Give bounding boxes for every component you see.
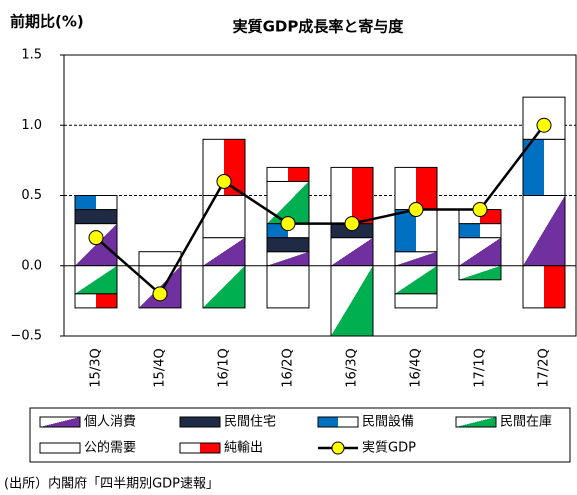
bar-segment [394, 293, 438, 309]
legend-marker [331, 441, 345, 455]
line-point [88, 230, 104, 246]
bar-segment [74, 293, 118, 309]
source: (出所）内閣府「四半期別GDP速報」 [4, 476, 219, 492]
bar-segment [266, 237, 310, 253]
legend-item: 民間在庫 [455, 415, 552, 430]
legend-label: 個人消費 [84, 415, 136, 430]
legend-item: 純輸出 [179, 441, 263, 456]
x-tick-label: 16/2Q [281, 348, 296, 387]
bar-segment [74, 265, 118, 295]
bar-segment [458, 265, 502, 281]
bar-segment [394, 251, 438, 267]
legend-swatch [39, 442, 81, 454]
bar-segment [138, 251, 182, 267]
legend-label: 民間住宅 [224, 415, 276, 430]
legend-label: 純輸出 [224, 441, 263, 456]
line-point [536, 117, 552, 133]
x-tick-label: 15/3Q [89, 348, 104, 387]
bar-segment [522, 265, 566, 309]
bar-segment [330, 166, 374, 225]
line-point [408, 202, 424, 218]
legend-swatch [455, 416, 497, 428]
bar-segment [74, 195, 118, 211]
line-point [280, 216, 296, 232]
legend-item: 民間設備 [317, 414, 414, 430]
bar-segment [202, 237, 246, 267]
bar-segment [458, 237, 502, 267]
y-axis-label: 前期比(%) [10, 13, 84, 31]
bar-segment [202, 265, 246, 309]
bar-segment [266, 251, 310, 267]
line-point [152, 286, 168, 302]
line [95, 124, 545, 296]
legend-label: 民間在庫 [500, 415, 552, 430]
legend-swatch [179, 442, 221, 454]
x-tick-label: 16/1Q [217, 348, 232, 387]
line-point [216, 173, 232, 189]
x-tick-label: 17/1Q [473, 348, 488, 387]
bar-segment [266, 166, 310, 182]
bar-segment [522, 138, 566, 197]
legend-label: 公的需要 [84, 440, 136, 456]
bar-segment [266, 265, 310, 309]
y-tick-label: 0.0 [21, 258, 42, 273]
x-tick-label: 15/4Q [153, 348, 168, 387]
line-point [472, 202, 488, 218]
y-tick-label: 1.5 [21, 48, 42, 63]
line-point [344, 216, 360, 232]
x-tick-label: 17/2Q [537, 348, 552, 387]
y-tick-label: 0.5 [21, 188, 42, 203]
legend-item: 民間住宅 [179, 415, 276, 430]
x-tick-label: 16/4Q [409, 348, 424, 387]
legend-item: 公的需要 [39, 440, 136, 456]
legend-swatch [179, 416, 221, 428]
bar-segment [202, 195, 246, 239]
bar-segment [522, 195, 566, 267]
chart-title: 実質GDP成長率と寄与度 [233, 18, 405, 36]
legend-item: 個人消費 [39, 415, 136, 430]
bar-segment [330, 265, 374, 337]
bar-segment [394, 265, 438, 295]
bar-segment [330, 237, 374, 267]
x-tick-label: 16/3Q [345, 348, 360, 387]
legend-label: 実質GDP [362, 440, 416, 456]
y-tick-label: 1.0 [21, 118, 42, 133]
legend-label: 民間設備 [362, 414, 414, 430]
legend-swatch [39, 416, 81, 428]
bar-segment [74, 209, 118, 225]
legend-item: 実質GDP [318, 440, 416, 456]
legend-swatch [317, 416, 359, 428]
y-tick-label: −0.5 [10, 329, 42, 344]
bar-segment [458, 223, 502, 239]
